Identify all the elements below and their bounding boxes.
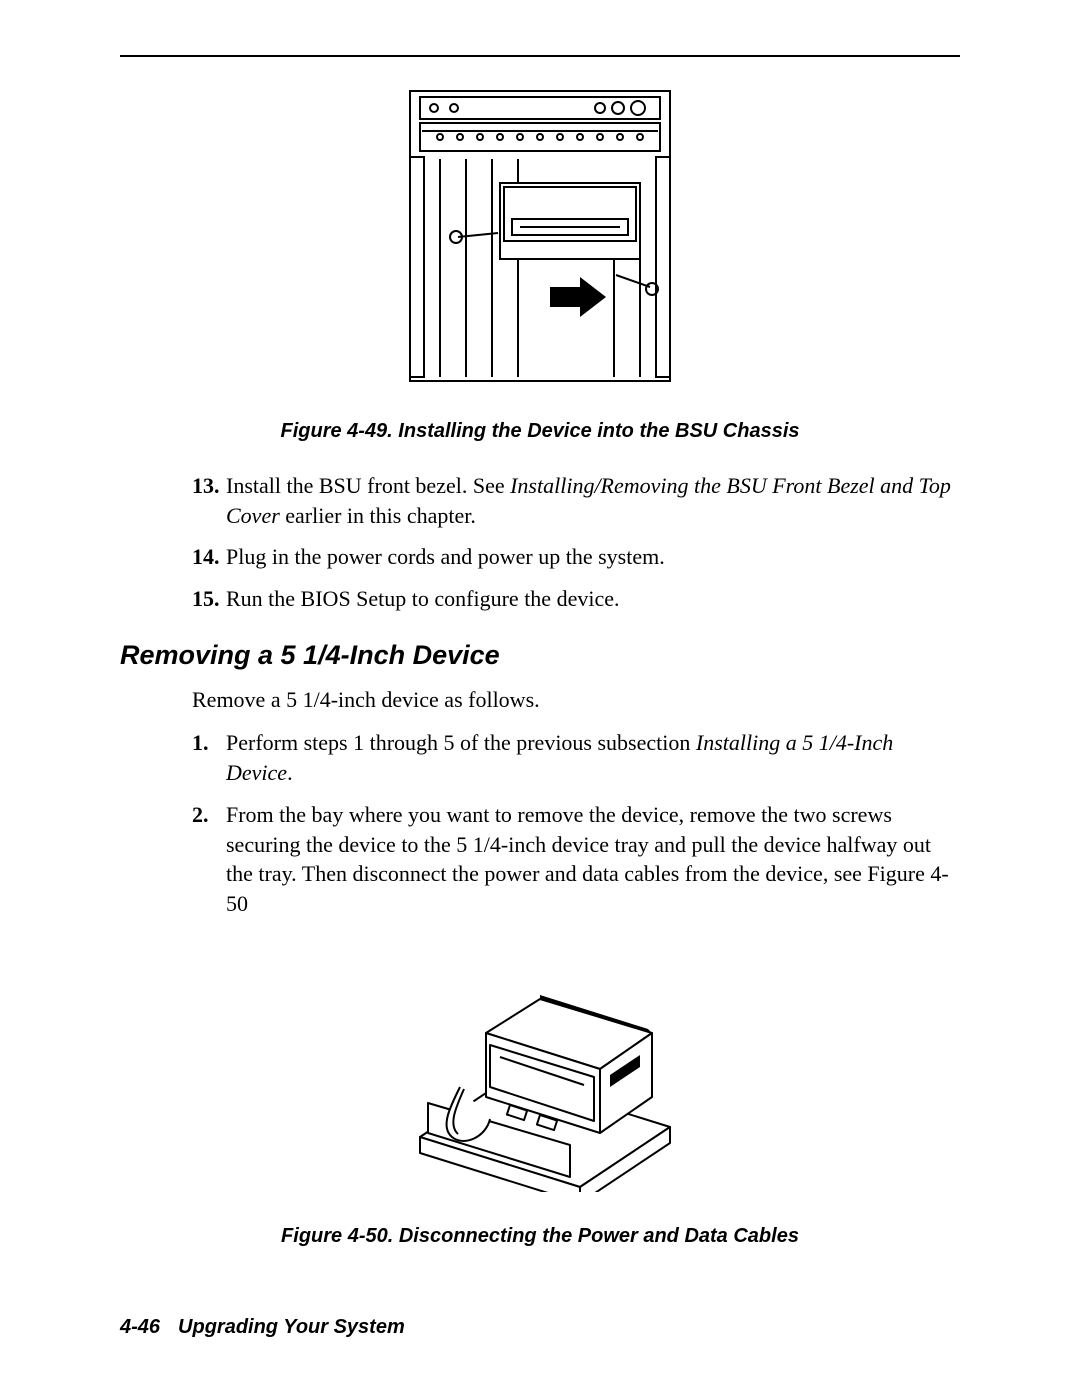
- step-num: 2.: [192, 800, 226, 919]
- page-footer: 4-46 Upgrading Your System: [120, 1316, 405, 1339]
- figure-50-caption: Figure 4-50. Disconnecting the Power and…: [120, 1225, 960, 1248]
- step-text: From the bay where you want to remove th…: [226, 800, 960, 919]
- figure-50: Figure 4-50. Disconnecting the Power and…: [120, 937, 960, 1248]
- page: Figure 4-49. Installing the Device into …: [0, 0, 1080, 1397]
- section-heading: Removing a 5 1/4-Inch Device: [120, 640, 960, 671]
- step-15: 15. Run the BIOS Setup to configure the …: [120, 584, 960, 614]
- step-num: 15.: [192, 584, 226, 614]
- step-num: 13.: [192, 471, 226, 530]
- step-num: 14.: [192, 542, 226, 572]
- step-1: 1. Perform steps 1 through 5 of the prev…: [120, 728, 960, 787]
- step-text: Plug in the power cords and power up the…: [226, 542, 960, 572]
- steps-1-2: 1. Perform steps 1 through 5 of the prev…: [120, 728, 960, 918]
- figure-49-caption: Figure 4-49. Installing the Device into …: [120, 420, 960, 443]
- step-num: 1.: [192, 728, 226, 787]
- steps-13-15: 13. Install the BSU front bezel. See Ins…: [120, 471, 960, 614]
- figure-50-illustration: [390, 937, 690, 1192]
- step-text: Run the BIOS Setup to configure the devi…: [226, 584, 960, 614]
- step-13: 13. Install the BSU front bezel. See Ins…: [120, 471, 960, 530]
- section-intro: Remove a 5 1/4-inch device as follows.: [120, 685, 960, 715]
- top-rule: [120, 55, 960, 57]
- step-14: 14. Plug in the power cords and power up…: [120, 542, 960, 572]
- figure-49-illustration: [400, 87, 680, 387]
- figure-49: Figure 4-49. Installing the Device into …: [120, 87, 960, 443]
- step-text: Install the BSU front bezel. See Install…: [226, 471, 960, 530]
- footer-page-number: 4-46: [120, 1316, 160, 1338]
- step-text: Perform steps 1 through 5 of the previou…: [226, 728, 960, 787]
- step-2: 2. From the bay where you want to remove…: [120, 800, 960, 919]
- footer-title: Upgrading Your System: [178, 1316, 405, 1338]
